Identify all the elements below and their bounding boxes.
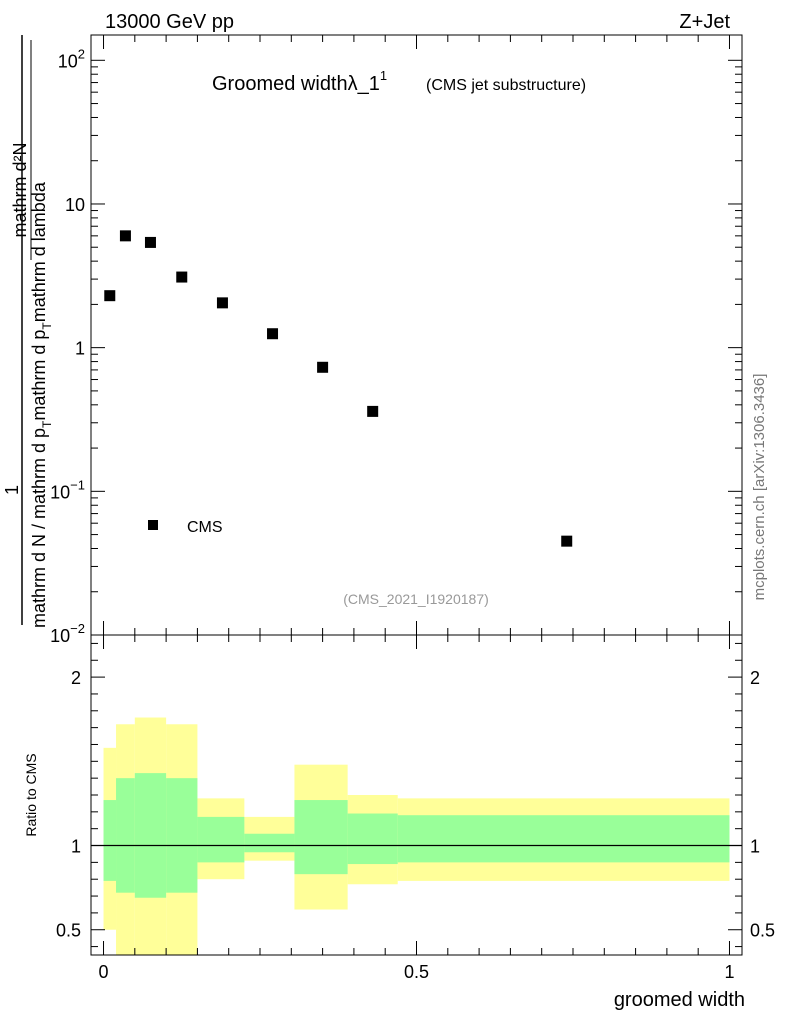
data-point [216, 297, 228, 309]
inner-uncertainty-band [244, 833, 295, 853]
ratio-ylabel: Ratio to CMS [23, 753, 39, 836]
main-ylabel: 1 mathrm d N / mathrm d pTmathrm d pTmat… [2, 35, 54, 628]
inner-uncertainty-band [347, 813, 398, 865]
ratio-bands [91, 717, 742, 955]
data-point [367, 405, 379, 417]
x-tick-label: 1 [724, 962, 734, 982]
x-tick-label: 0.5 [404, 962, 429, 982]
inner-uncertainty-band [197, 816, 245, 863]
plot-title-main: Groomed widthλ_1 [212, 73, 380, 95]
data-point [104, 290, 116, 302]
y-tick-label: 1 [75, 339, 85, 359]
main-data-points [104, 230, 573, 547]
x-tick-label: 0 [99, 962, 109, 982]
data-point [561, 535, 573, 547]
legend-marker [148, 520, 158, 530]
energy-label: 13000 GeV pp [105, 11, 234, 33]
ratio-y-tick-label-right: 1 [750, 837, 760, 857]
data-point [317, 361, 329, 373]
legend-label: CMS [187, 519, 223, 536]
y-tick-label: 10 [65, 195, 85, 215]
data-point [267, 328, 279, 340]
mcplots-label: mcplots.cern.ch [arXiv:1306.3436] [751, 374, 768, 601]
data-point [176, 271, 188, 283]
inner-uncertainty-band [134, 773, 167, 898]
ratio-y-tick-label-left: 2 [71, 668, 81, 688]
process-label: Z+Jet [679, 11, 730, 33]
main-plot-frame [90, 34, 743, 636]
y-tick-label: 10−2 [50, 621, 85, 646]
data-point [119, 230, 131, 242]
ylabel-prefix-denominator: mathrm d N / mathrm d pTmathrm d pTmathr… [29, 181, 54, 628]
plot-title-sup: 1 [380, 68, 387, 83]
inner-uncertainty-band [397, 815, 730, 863]
ratio-axis-ticks: 0.5 0.5 1 1 2 2 0 0.5 1 [56, 635, 775, 982]
ratio-y-tick-label-left: 1 [71, 837, 81, 857]
ratio-y-tick-label-left: 0.5 [56, 921, 81, 941]
y-tick-label: 10−1 [50, 477, 85, 502]
ylabel-prefix-numerator: 1 [2, 485, 22, 495]
inner-uncertainty-band [166, 778, 198, 893]
ylabel-numerator: mathrm d²N [10, 142, 30, 237]
inner-uncertainty-band [116, 778, 135, 893]
data-point [144, 236, 156, 248]
analysis-label: (CMS_2021_I1920187) [343, 591, 489, 607]
ratio-y-tick-label-right: 2 [750, 668, 760, 688]
y-tick-label: 102 [58, 46, 85, 71]
plot-title: Groomed widthλ_11 [212, 68, 387, 95]
inner-uncertainty-band [294, 800, 348, 875]
main-axis-ticks: 10−2 10−1 1 10 102 [50, 35, 742, 646]
plot-subtitle: (CMS jet substructure) [426, 77, 586, 94]
xlabel: groomed width [614, 989, 745, 1011]
ratio-y-tick-label-right: 0.5 [750, 921, 775, 941]
inner-uncertainty-band [103, 800, 117, 881]
